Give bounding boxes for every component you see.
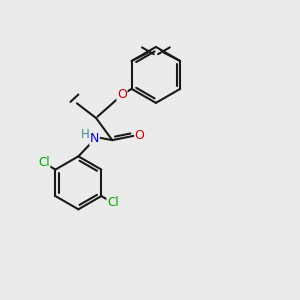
Text: Cl: Cl xyxy=(107,196,118,209)
Text: O: O xyxy=(117,88,127,101)
Text: O: O xyxy=(135,129,145,142)
Text: H: H xyxy=(80,128,89,141)
Text: N: N xyxy=(90,132,99,145)
Text: Cl: Cl xyxy=(38,157,50,169)
